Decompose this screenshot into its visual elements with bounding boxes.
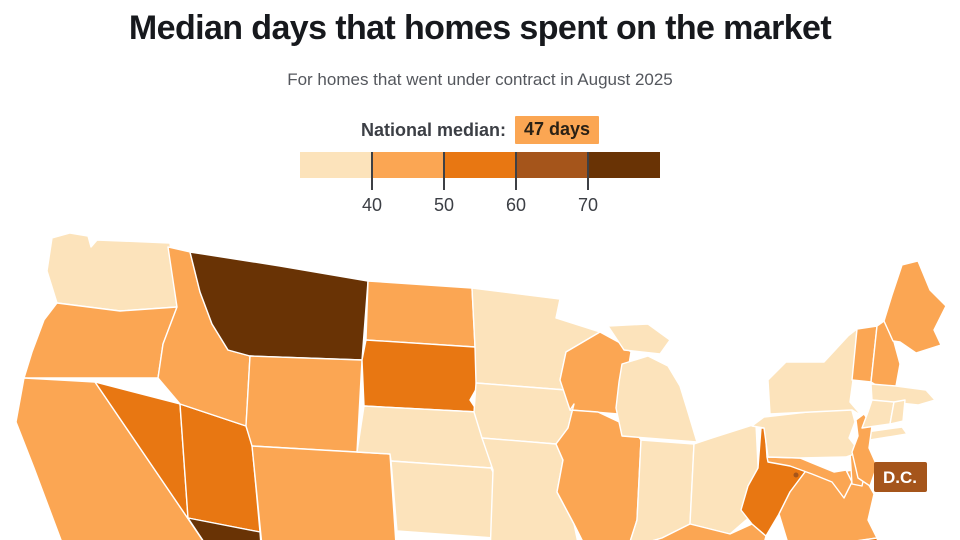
state-maryland[interactable] xyxy=(766,456,853,499)
legend-colorbar: 40 50 60 70 xyxy=(300,152,660,215)
legend-bin-swatch-2 xyxy=(372,152,444,178)
legend-tick-line-50 xyxy=(443,152,445,190)
dc-label-text: D.C. xyxy=(883,468,917,487)
page-title: Median days that homes spent on the mark… xyxy=(128,9,832,47)
state-michigan-upper-peninsula[interactable] xyxy=(607,323,671,355)
state-oregon[interactable] xyxy=(23,302,178,379)
legend-tick-label-50: 50 xyxy=(433,195,455,215)
national-median-value-badge: 47 days xyxy=(514,116,600,144)
state-connecticut[interactable] xyxy=(861,399,895,429)
legend-bin-swatch-4 xyxy=(516,152,588,178)
dc-label-badge[interactable]: D.C. xyxy=(874,462,927,492)
legend-tick-label-70: 70 xyxy=(577,195,599,215)
state-michigan[interactable] xyxy=(615,355,698,443)
state-rhode-island[interactable] xyxy=(889,399,906,425)
national-median-row: National median: 47 days xyxy=(0,116,960,144)
state-washington[interactable] xyxy=(46,232,178,312)
legend-tick-line-40 xyxy=(371,152,373,190)
legend-tick-line-60 xyxy=(515,152,517,190)
legend-tick-label-60: 60 xyxy=(505,195,527,215)
state-arizona[interactable] xyxy=(170,517,266,540)
state-south-dakota[interactable] xyxy=(361,339,480,413)
state-kansas[interactable] xyxy=(390,460,498,539)
legend-bin-swatch-3 xyxy=(444,152,516,178)
legend-bin-swatch-1 xyxy=(300,152,372,178)
state-iowa[interactable] xyxy=(473,382,575,445)
legend-bin-swatch-5 xyxy=(588,152,660,178)
page-subtitle: For homes that went under contract in Au… xyxy=(287,70,673,89)
state-north-dakota[interactable] xyxy=(365,280,476,348)
legend-tick-label-40: 40 xyxy=(361,195,383,215)
legend-tick-line-70 xyxy=(587,152,589,190)
legend-swatch-strip xyxy=(300,152,660,178)
national-median-label: National median: xyxy=(360,119,506,140)
state-pennsylvania[interactable] xyxy=(751,406,861,459)
state-maine[interactable] xyxy=(883,260,947,354)
state-new-york[interactable] xyxy=(767,328,863,417)
dc-label-background xyxy=(874,462,927,492)
state-colorado[interactable] xyxy=(251,445,397,540)
state-wyoming[interactable] xyxy=(245,355,363,453)
dc-location-dot xyxy=(793,472,799,478)
